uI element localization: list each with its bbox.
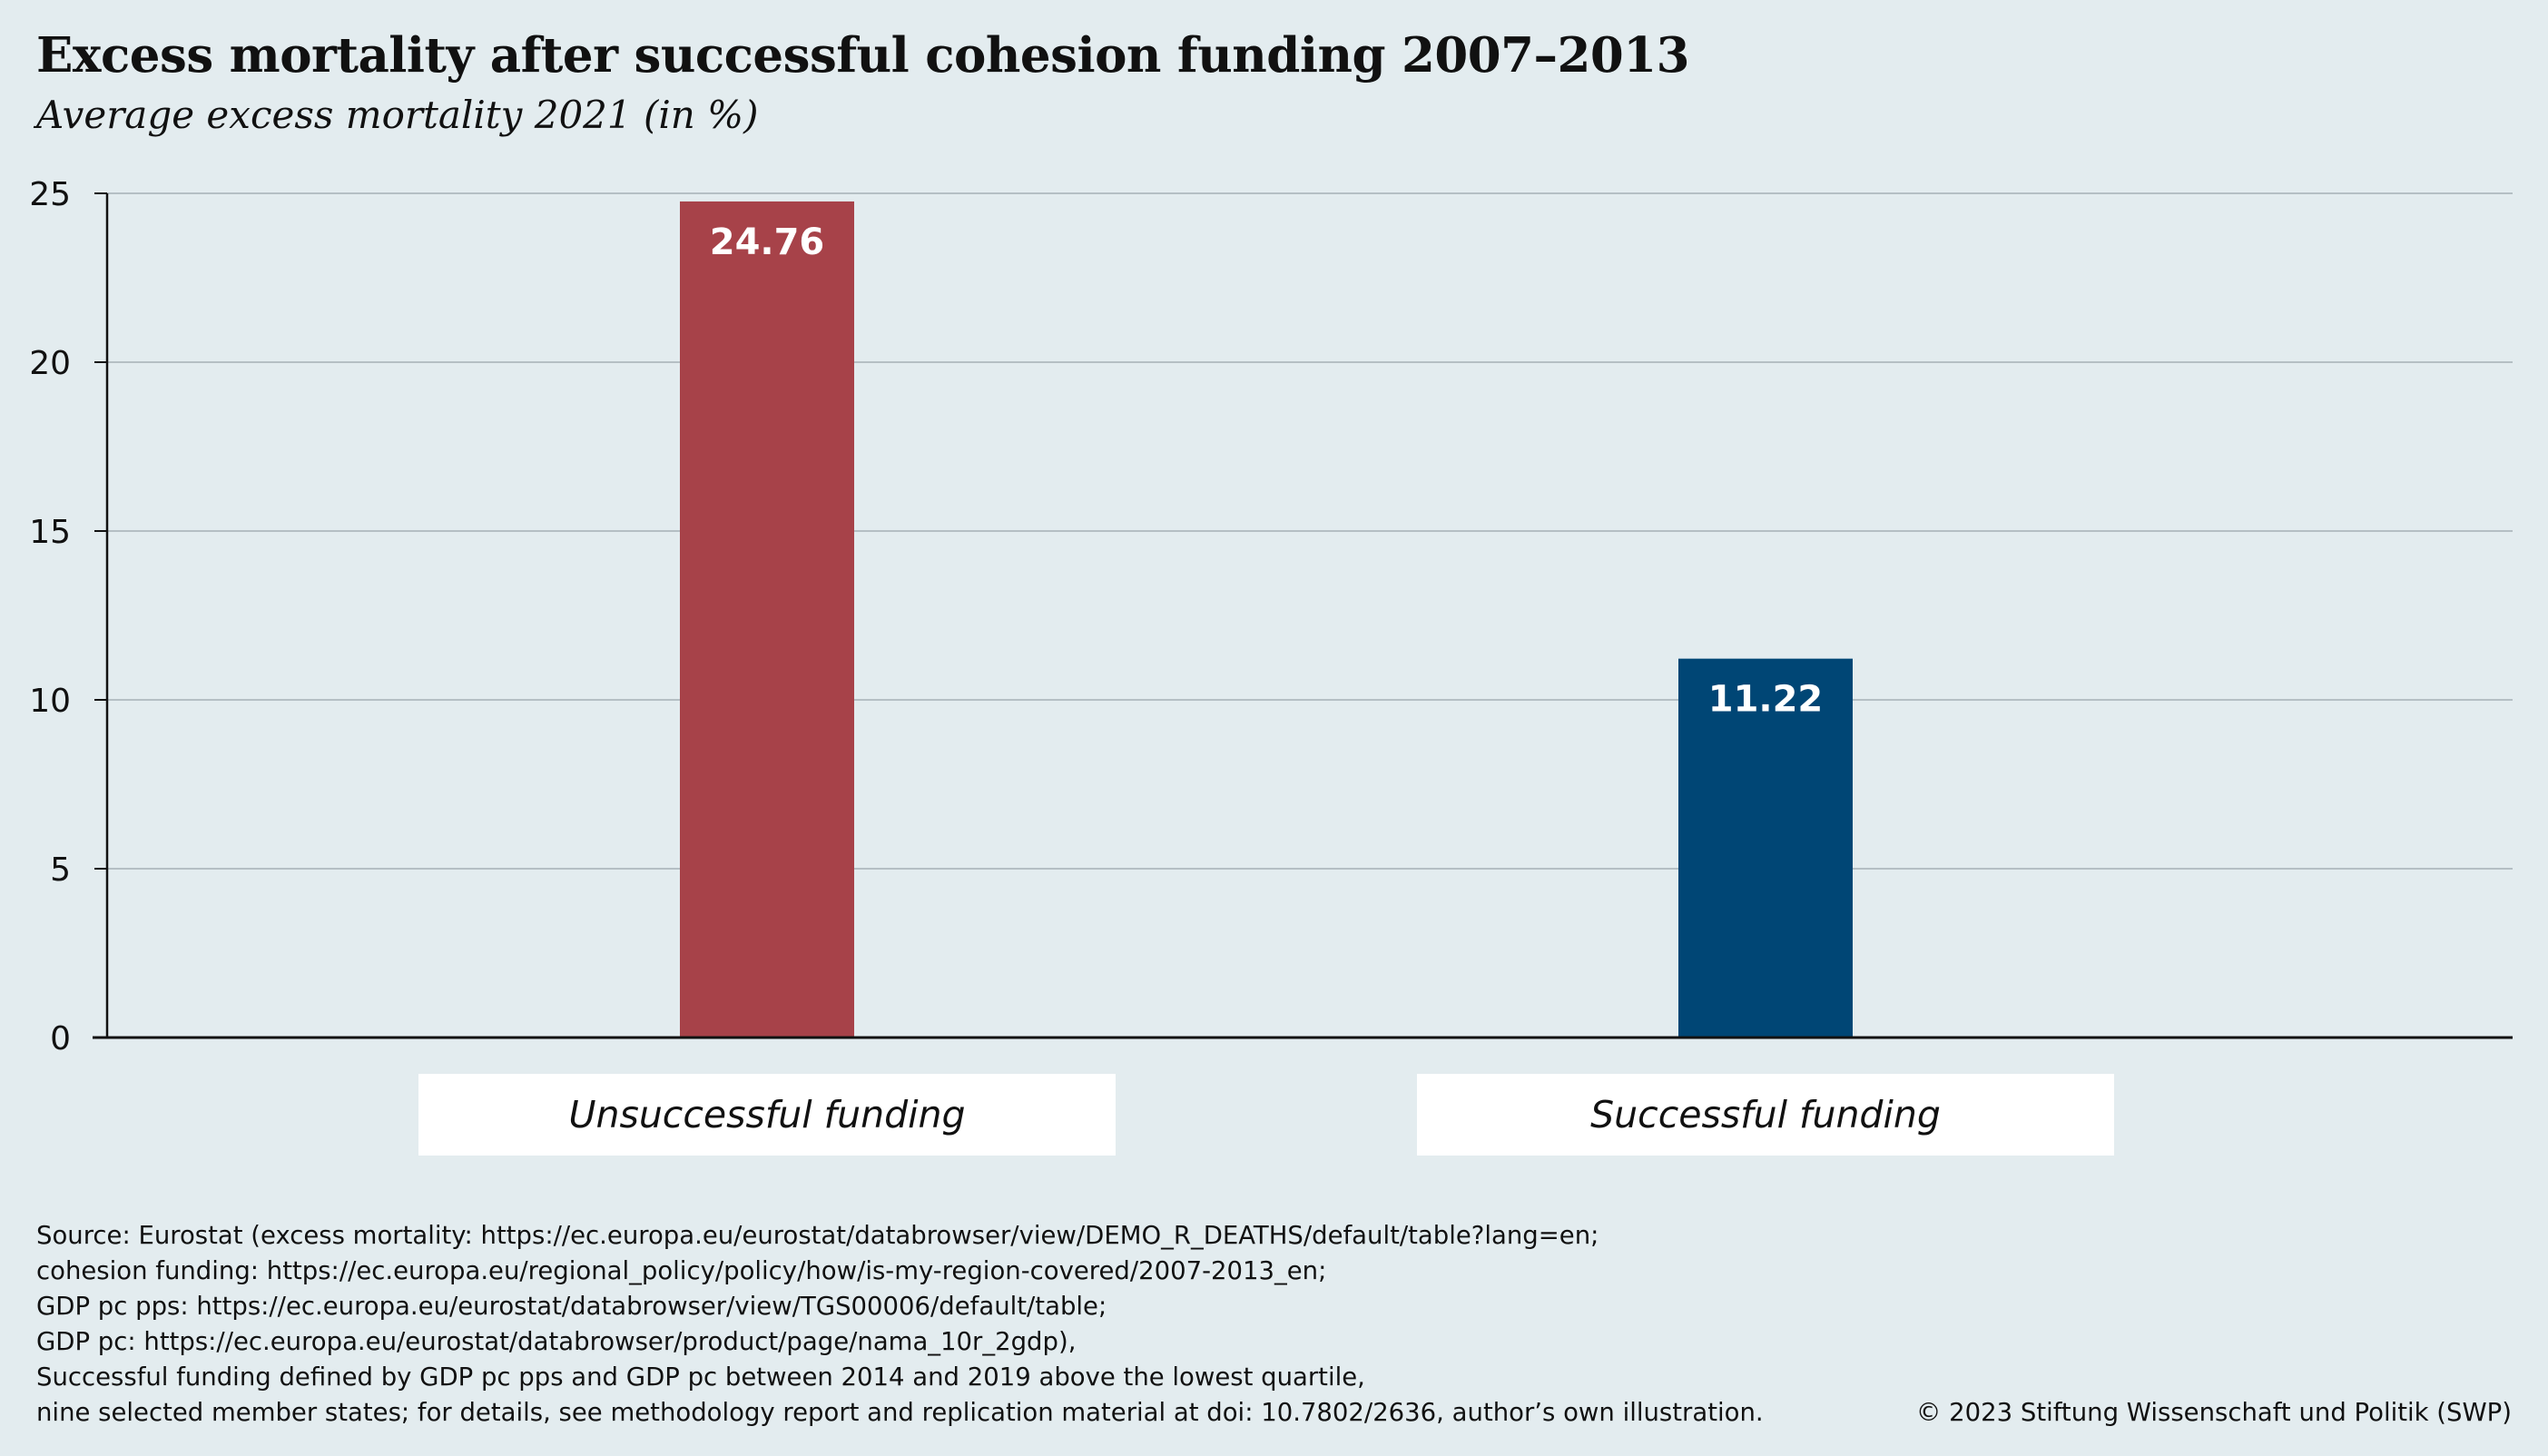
data-label: 24.76	[710, 221, 825, 263]
data-label: 11.22	[1708, 679, 1824, 721]
source-notes: Source: Eurostat (excess mortality: http…	[36, 1218, 1764, 1431]
source-note-line: GDP pc pps: https://ec.europa.eu/eurosta…	[36, 1292, 1107, 1321]
source-note-line: nine selected member states; for details…	[36, 1398, 1764, 1427]
y-tick-label: 10	[29, 683, 71, 720]
source-note-line: Source: Eurostat (excess mortality: http…	[36, 1221, 1599, 1250]
y-tick-label: 15	[29, 514, 71, 551]
y-tick-label: 20	[29, 345, 71, 382]
category-label-unsuccessful-funding: Unsuccessful funding	[418, 1074, 1116, 1156]
source-note-line: cohesion funding: https://ec.europa.eu/r…	[36, 1256, 1327, 1285]
y-tick-label: 5	[50, 851, 71, 889]
category-label-successful-funding: Successful funding	[1417, 1074, 2114, 1156]
source-note-line: Successful funding defined by GDP pc pps…	[36, 1363, 1365, 1392]
data-labels: 24.76 11.22	[93, 221, 2513, 1039]
chart-title: Excess mortality after successful cohesi…	[36, 27, 1690, 84]
bar-unsuccessful-funding	[680, 201, 854, 1038]
source-note-line: GDP pc: https://ec.europa.eu/eurostat/da…	[36, 1327, 1077, 1356]
copyright-notice: © 2023 Stiftung Wissenschaft und Politik…	[1915, 1398, 2512, 1427]
y-tick-label: 25	[29, 176, 71, 213]
y-axis: 0 5 10 15 20 25	[29, 176, 109, 1058]
y-tick-label: 0	[50, 1020, 71, 1058]
bar-successful-funding	[1678, 658, 1853, 1038]
chart-subtitle: Average excess mortality 2021 (in %)	[36, 93, 759, 137]
bars	[680, 201, 1853, 1038]
gridlines	[107, 192, 2513, 870]
